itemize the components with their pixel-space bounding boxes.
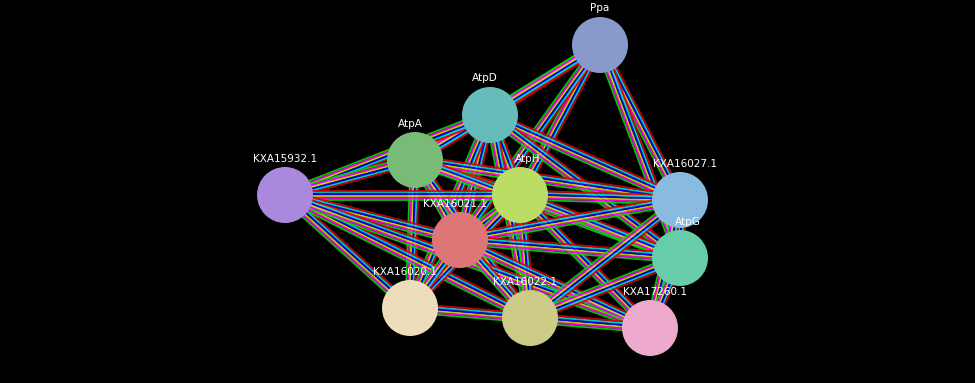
Text: AtpH: AtpH — [515, 154, 541, 164]
Circle shape — [387, 132, 443, 188]
Circle shape — [382, 280, 438, 336]
Text: KXA16022.1: KXA16022.1 — [493, 277, 557, 287]
Circle shape — [492, 167, 548, 223]
Text: Ppa: Ppa — [591, 3, 609, 13]
Text: KXA17260.1: KXA17260.1 — [623, 287, 687, 297]
Text: AtpA: AtpA — [398, 119, 422, 129]
Circle shape — [432, 212, 488, 268]
Text: KXA16027.1: KXA16027.1 — [653, 159, 717, 169]
Text: KXA16020.1: KXA16020.1 — [373, 267, 437, 277]
Circle shape — [462, 87, 518, 143]
Text: AtpD: AtpD — [472, 73, 498, 83]
Text: KXA15932.1: KXA15932.1 — [253, 154, 317, 164]
Circle shape — [257, 167, 313, 223]
Circle shape — [652, 230, 708, 286]
Text: AtpG: AtpG — [675, 217, 701, 227]
Circle shape — [502, 290, 558, 346]
Circle shape — [652, 172, 708, 228]
Circle shape — [572, 17, 628, 73]
Circle shape — [622, 300, 678, 356]
Text: KXA16021.1: KXA16021.1 — [423, 199, 487, 209]
